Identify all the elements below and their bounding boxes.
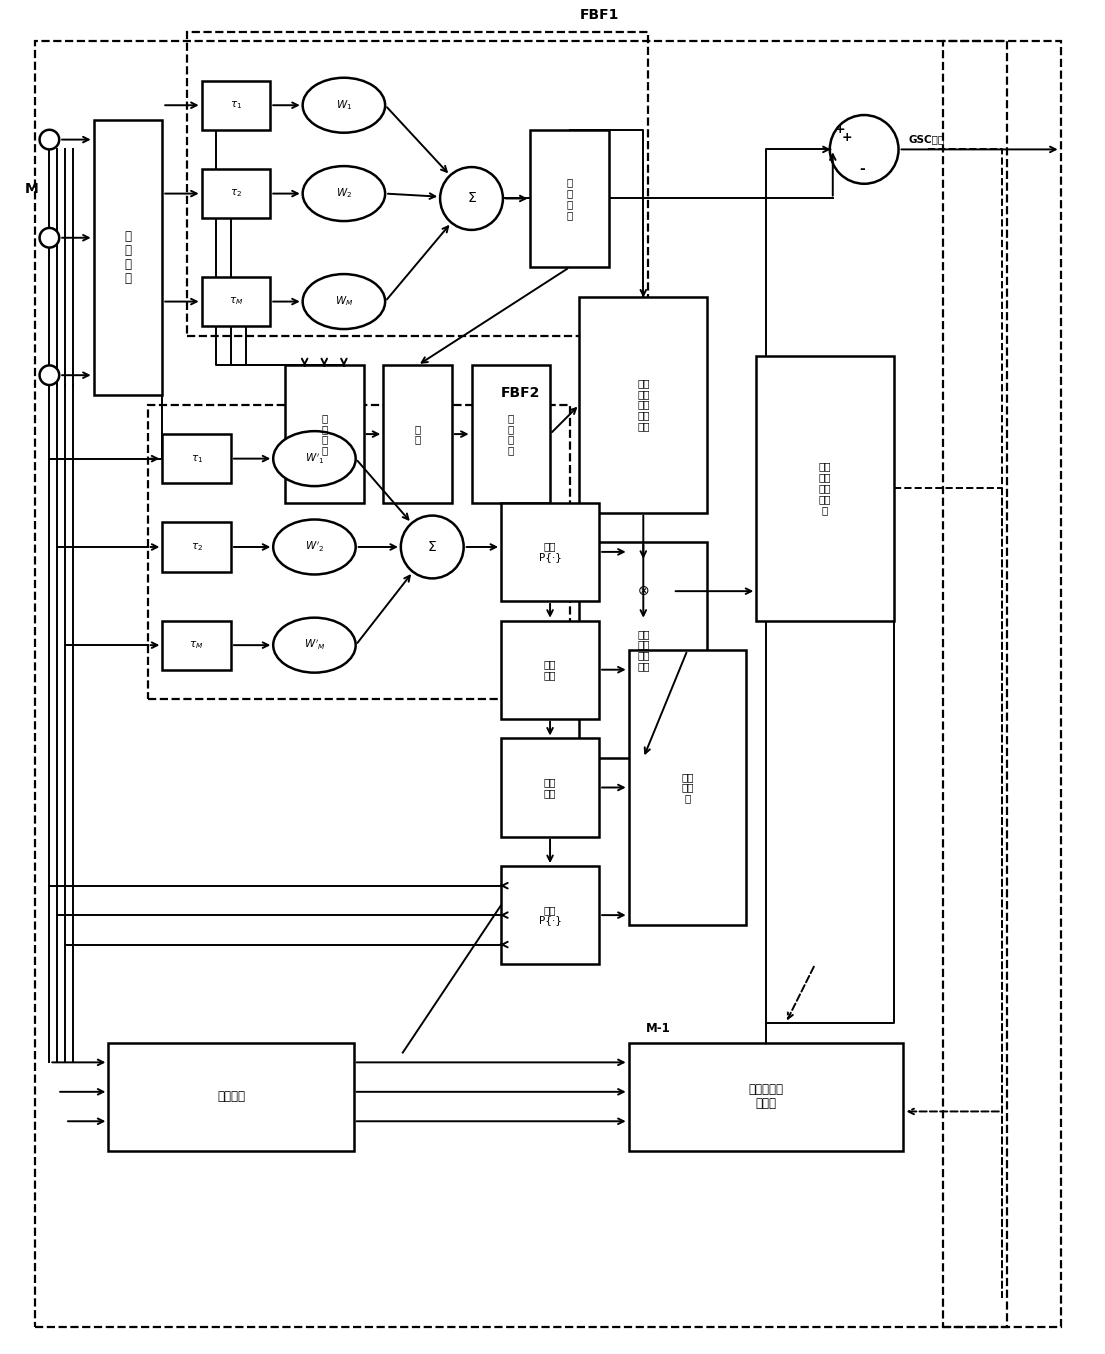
Text: 相
干: 相 干	[414, 424, 421, 444]
Bar	[201, 81, 271, 130]
Bar	[943, 42, 1061, 1327]
Text: 帧间
平滑: 帧间 平滑	[544, 777, 556, 798]
Text: +: +	[841, 131, 852, 144]
Text: FBF2: FBF2	[501, 386, 540, 399]
Text: 自适
应步
长控
制因
子: 自适 应步 长控 制因 子	[819, 462, 831, 515]
Text: 帧
间
平
滑: 帧 间 平 滑	[507, 413, 514, 455]
Bar	[285, 366, 364, 502]
Circle shape	[401, 516, 464, 578]
Ellipse shape	[273, 431, 356, 486]
Bar	[201, 278, 271, 326]
Circle shape	[40, 130, 60, 149]
Text: $W_M$: $W_M$	[335, 295, 354, 309]
Bar	[34, 42, 1007, 1327]
Text: 帧
间
平
滑: 帧 间 平 滑	[567, 177, 572, 219]
Bar	[162, 435, 231, 483]
Text: $\tau_1$: $\tau_1$	[190, 452, 202, 464]
Bar	[472, 366, 550, 502]
Text: $W'_1$: $W'_1$	[305, 451, 324, 466]
Text: GSC输出: GSC输出	[908, 134, 945, 145]
Text: $W_2$: $W_2$	[336, 187, 352, 200]
Bar	[629, 1043, 904, 1151]
Bar	[579, 297, 707, 513]
Text: -: -	[860, 162, 865, 176]
Bar	[201, 169, 271, 218]
Text: $W'_2$: $W'_2$	[305, 540, 324, 554]
Text: 帧间
平滑: 帧间 平滑	[544, 659, 556, 680]
Text: $\tau_2$: $\tau_2$	[230, 188, 242, 199]
Text: FBF1: FBF1	[579, 8, 619, 22]
Bar	[501, 620, 599, 719]
Ellipse shape	[303, 167, 386, 221]
Bar	[501, 502, 599, 601]
Text: 功率
P{·}: 功率 P{·}	[538, 542, 561, 562]
Text: $\otimes$: $\otimes$	[638, 584, 650, 598]
Text: M-1: M-1	[645, 1021, 671, 1034]
Bar	[148, 405, 570, 699]
Text: 信干
能量
比: 信干 能量 比	[681, 772, 694, 803]
Text: $\Sigma$: $\Sigma$	[466, 191, 476, 206]
Ellipse shape	[273, 617, 356, 673]
Text: $\tau_2$: $\tau_2$	[190, 542, 202, 552]
Text: 帧
间
平
滑: 帧 间 平 滑	[322, 413, 327, 455]
Bar	[187, 31, 649, 336]
Text: 阻塞矩阵: 阻塞矩阵	[217, 1090, 245, 1104]
Text: M: M	[24, 181, 39, 196]
Text: 时
延
估
计: 时 延 估 计	[125, 230, 131, 284]
Text: $\Sigma$: $\Sigma$	[428, 540, 438, 554]
Text: $\tau_1$: $\tau_1$	[230, 99, 242, 111]
Text: +: +	[834, 123, 845, 137]
Bar	[501, 867, 599, 964]
Ellipse shape	[273, 520, 356, 574]
Ellipse shape	[303, 77, 386, 133]
Bar	[162, 523, 231, 571]
Ellipse shape	[303, 274, 386, 329]
Circle shape	[40, 227, 60, 248]
Text: 功率
P{·}: 功率 P{·}	[538, 904, 561, 926]
Text: $\tau_M$: $\tau_M$	[189, 639, 203, 651]
Circle shape	[614, 562, 673, 620]
Bar	[162, 620, 231, 670]
Bar	[756, 356, 894, 620]
Circle shape	[440, 167, 503, 230]
Text: 语音
存在
阈值
判决: 语音 存在 阈值 判决	[638, 628, 650, 672]
Text: $W_1$: $W_1$	[336, 99, 352, 112]
Bar	[579, 542, 707, 758]
Bar	[501, 738, 599, 837]
Circle shape	[40, 366, 60, 385]
Bar	[530, 130, 609, 267]
Circle shape	[830, 115, 898, 184]
Bar	[629, 650, 746, 925]
Text: 频点
语音
存在
阈值
判决: 频点 语音 存在 阈值 判决	[638, 378, 650, 431]
Bar	[94, 121, 162, 395]
Bar	[383, 366, 452, 502]
Text: 自适应噪声
抵消器: 自适应噪声 抵消器	[748, 1083, 783, 1110]
Text: $W'_M$: $W'_M$	[304, 638, 325, 653]
Text: $\tau_M$: $\tau_M$	[229, 295, 243, 307]
Bar	[108, 1043, 354, 1151]
